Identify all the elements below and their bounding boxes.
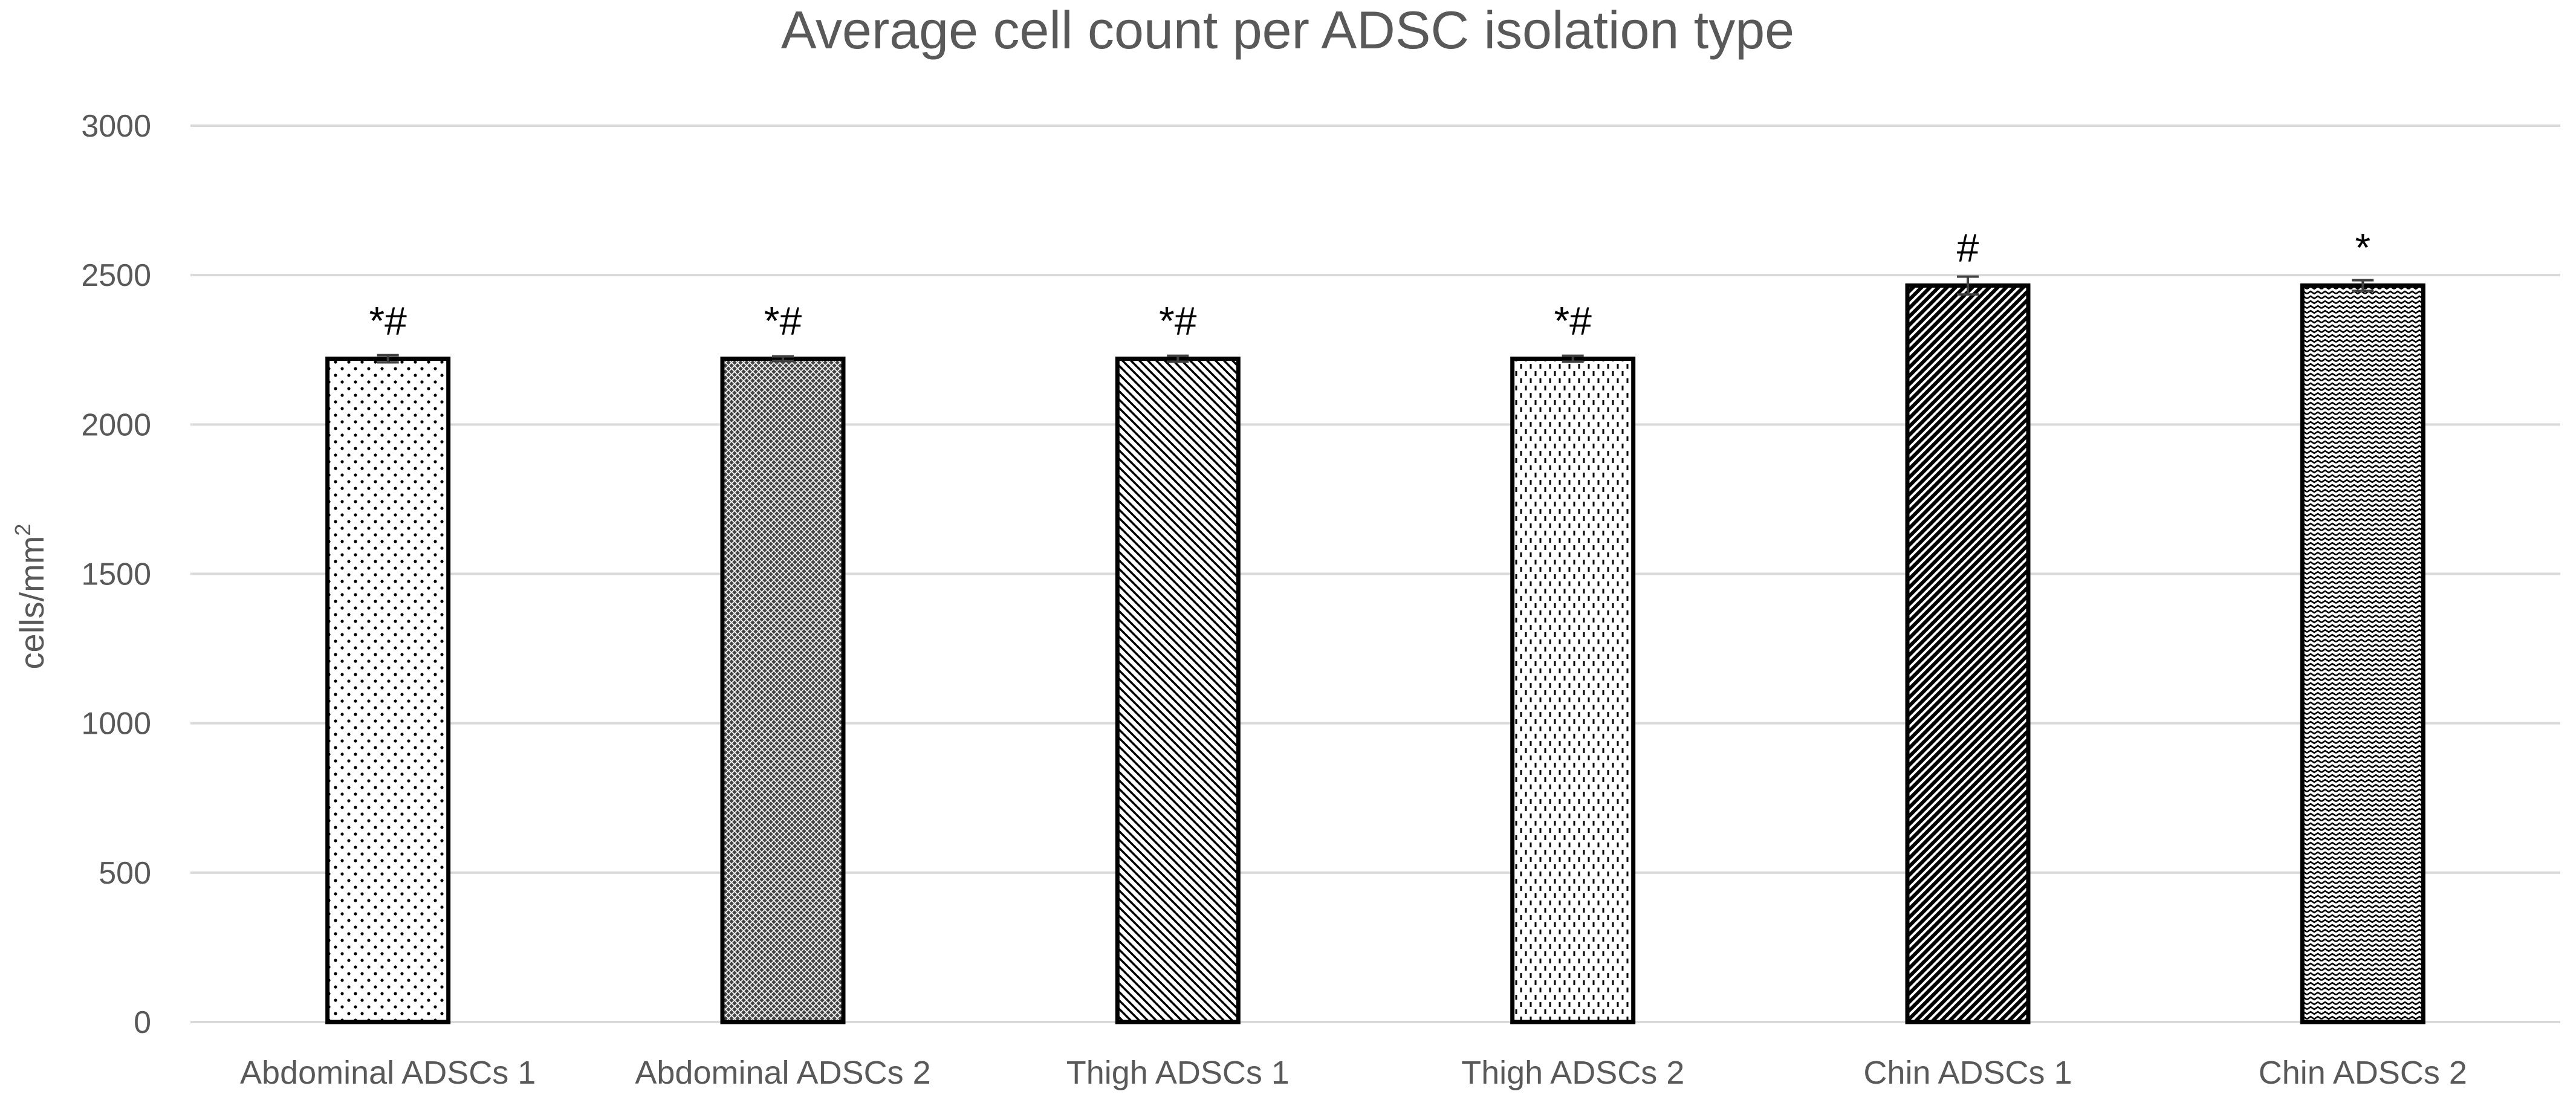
y-axis-ticks: 0 500 1000 1500 2000 2500 3000 — [81, 109, 151, 1040]
bar-5 — [1905, 283, 2031, 1024]
y-tick-label: 3000 — [81, 109, 151, 144]
significance-label-4: *# — [1554, 299, 1592, 343]
significance-label-5: # — [1957, 225, 1979, 270]
bar-6 — [2300, 283, 2425, 1024]
x-axis-labels: Abdominal ADSCs 1 Abdominal ADSCs 2 Thigh … — [240, 1055, 2467, 1091]
y-axis-title-text: cells/mm — [13, 536, 51, 670]
error-bar-6 — [2352, 279, 2374, 293]
x-tick-label-5: Chin ADSCs 1 — [1863, 1055, 2072, 1091]
error-bar-5 — [1957, 275, 1979, 296]
significance-annotations: *# *# *# *# # * — [369, 225, 2370, 343]
y-tick-label: 0 — [134, 1005, 151, 1040]
y-tick-label: 500 — [99, 856, 151, 891]
error-bar-1 — [377, 354, 399, 364]
bar-4 — [1510, 357, 1636, 1024]
bar-2 — [720, 357, 846, 1024]
x-tick-label-3: Thigh ADSCs 1 — [1066, 1055, 1290, 1091]
x-tick-label-6: Chin ADSCs 2 — [2259, 1055, 2467, 1091]
y-tick-label: 2000 — [81, 407, 151, 442]
significance-label-2: *# — [764, 299, 802, 343]
bar-3 — [1115, 357, 1241, 1024]
significance-label-1: *# — [369, 299, 407, 343]
y-axis-title-superscript: 2 — [10, 524, 35, 536]
gridlines — [190, 125, 2560, 1023]
y-tick-label: 1500 — [81, 557, 151, 592]
y-tick-label: 1000 — [81, 707, 151, 742]
error-bar-3 — [1167, 354, 1189, 363]
error-bars — [377, 275, 2374, 364]
significance-label-3: *# — [1159, 299, 1197, 343]
significance-label-6: * — [2355, 225, 2370, 270]
x-tick-label-2: Abdominal ADSCs 2 — [635, 1055, 930, 1091]
x-tick-label-1: Abdominal ADSCs 1 — [240, 1055, 536, 1091]
error-bar-2 — [772, 355, 794, 363]
bars — [325, 283, 2425, 1024]
bar-1 — [325, 357, 451, 1024]
y-axis-title: cells/mm2 — [10, 524, 51, 670]
x-tick-label-4: Thigh ADSCs 2 — [1461, 1055, 1684, 1091]
error-bar-4 — [1562, 354, 1584, 363]
y-tick-label: 2500 — [81, 258, 151, 293]
chart-title: Average cell count per ADSC isolation ty… — [781, 0, 1794, 60]
